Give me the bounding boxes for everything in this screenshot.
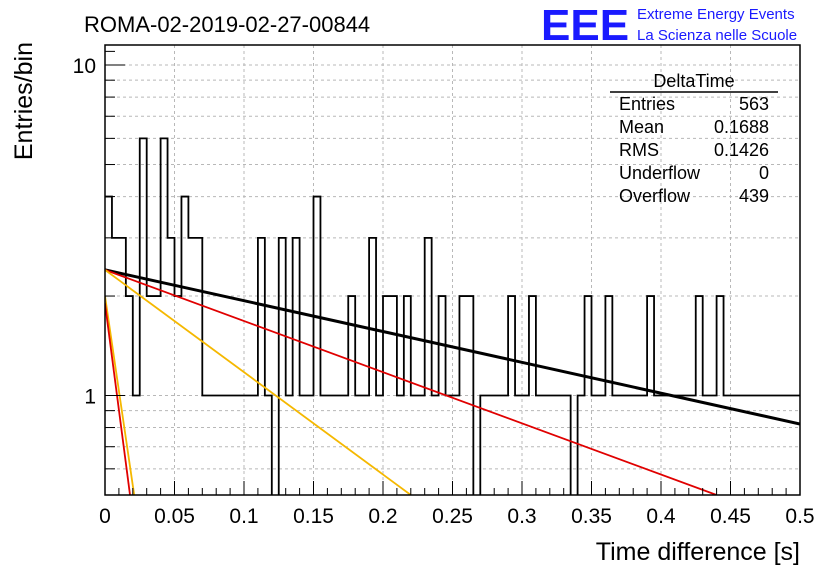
- eee-logo: EEE: [541, 1, 629, 50]
- x-tick-label: 0.25: [432, 505, 473, 528]
- y-tick-labels: 1 10: [73, 55, 96, 408]
- fit-line-3: [105, 269, 412, 495]
- logo-line-2: La Scienza nelle Scuole: [637, 27, 797, 44]
- x-tick-label: 0.05: [154, 505, 195, 528]
- y-tick-label: 1: [84, 386, 96, 409]
- y-tick-label: 10: [73, 55, 96, 78]
- x-tick-label: 0.35: [571, 505, 612, 528]
- axes: [104, 44, 801, 496]
- x-tick-label: 0.5: [785, 505, 814, 528]
- x-tick-label: 0.45: [710, 505, 751, 528]
- y-axis-label: Entries/bin: [10, 42, 38, 160]
- stats-value: 0.1688: [714, 117, 769, 137]
- x-tick-label: 0: [99, 505, 111, 528]
- grid-lines: [105, 45, 800, 495]
- run-title: ROMA-02-2019-02-27-00844: [84, 12, 370, 37]
- x-tick-label: 0.15: [293, 505, 334, 528]
- stats-title: DeltaTime: [653, 71, 734, 91]
- stats-label: RMS: [619, 140, 659, 160]
- stats-label: Overflow: [619, 186, 691, 206]
- stats-box: DeltaTime Entries 563 Mean 0.1688 RMS 0.1426 U…: [610, 71, 778, 206]
- histogram-step-line: [105, 137, 800, 495]
- stats-value: 563: [739, 94, 769, 114]
- x-tick-label: 0.2: [368, 505, 397, 528]
- x-tick-labels: 0 0.05 0.1 0.15 0.2 0.25 0.3 0.35 0.4 0.45 0.5: [99, 505, 814, 528]
- fit-line-2: [105, 269, 717, 495]
- stats-value: 0.1426: [714, 140, 769, 160]
- stats-label: Underflow: [619, 163, 701, 183]
- stats-value: 439: [739, 186, 769, 206]
- x-tick-label: 0.3: [507, 505, 536, 528]
- stats-label: Entries: [619, 94, 675, 114]
- stats-value: 0: [759, 163, 769, 183]
- histogram-bins: [105, 137, 800, 495]
- logo-line-1: Extreme Energy Events: [637, 6, 795, 23]
- stats-label: Mean: [619, 117, 664, 137]
- fit-line-1: [105, 268, 800, 426]
- x-tick-label: 0.1: [229, 505, 258, 528]
- x-tick-label: 0.4: [646, 505, 676, 528]
- fit-line-5: [105, 303, 131, 495]
- x-axis-label: Time difference [s]: [596, 538, 800, 566]
